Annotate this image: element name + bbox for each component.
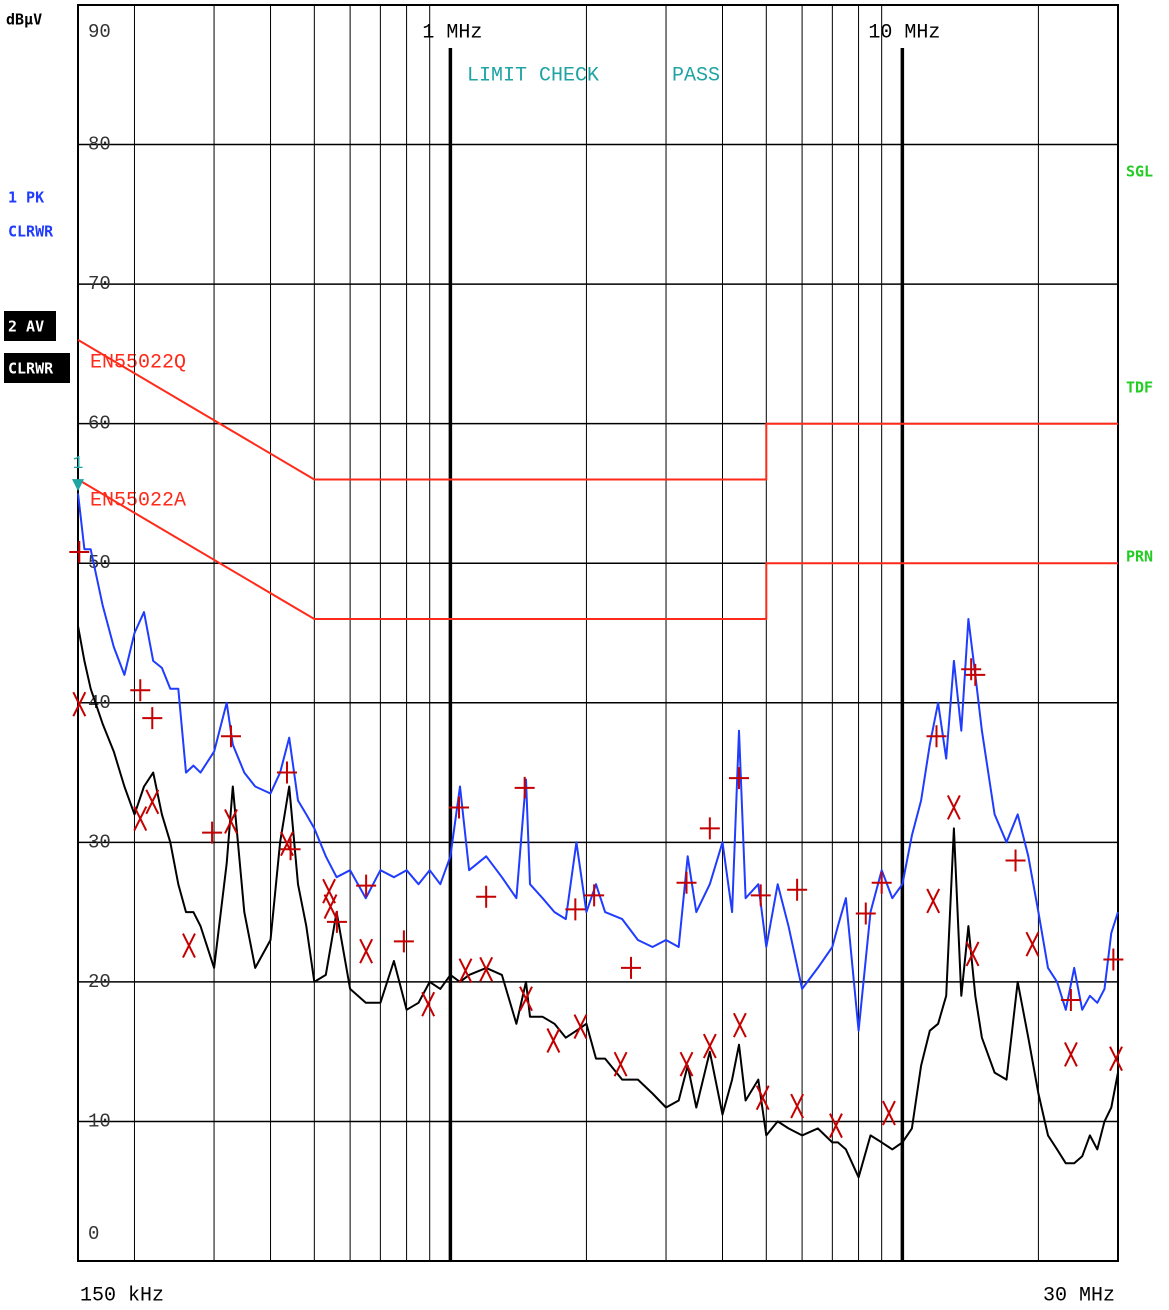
final-marker bbox=[69, 541, 90, 564]
final-marker bbox=[393, 930, 414, 953]
final-marker bbox=[546, 1028, 561, 1053]
final-marker bbox=[728, 767, 749, 790]
trace-name: 1 PK bbox=[8, 189, 44, 207]
y-tick-label: 20 bbox=[88, 971, 111, 993]
final-marker bbox=[699, 817, 720, 840]
y-tick-label: 40 bbox=[88, 692, 111, 714]
final-marker bbox=[326, 910, 347, 933]
final-marker bbox=[702, 1033, 717, 1059]
x-start-label: 150 kHz bbox=[80, 1284, 164, 1307]
final-marker bbox=[750, 884, 771, 907]
final-marker bbox=[1103, 948, 1124, 971]
final-marker bbox=[961, 658, 982, 681]
final-marker bbox=[946, 794, 961, 820]
final-marker bbox=[755, 1085, 770, 1111]
final-marker bbox=[182, 933, 196, 959]
final-marker bbox=[1060, 989, 1081, 1012]
trace-label-bg bbox=[4, 311, 56, 341]
status-label: SGL bbox=[1126, 163, 1153, 181]
x-tick-label: 10 MHz bbox=[868, 21, 940, 44]
final-marker bbox=[202, 821, 223, 844]
final-marker bbox=[926, 725, 947, 748]
final-marker bbox=[1064, 1042, 1078, 1067]
status-label: PRN bbox=[1126, 548, 1153, 566]
final-marker bbox=[145, 789, 160, 815]
final-marker bbox=[1005, 849, 1026, 872]
final-marker bbox=[787, 878, 808, 901]
final-marker bbox=[458, 958, 473, 984]
final-marker bbox=[476, 885, 497, 908]
final-marker bbox=[613, 1051, 628, 1077]
final-marker bbox=[142, 707, 163, 730]
final-marker bbox=[359, 938, 374, 964]
final-marker bbox=[965, 663, 986, 686]
final-marker bbox=[621, 956, 642, 979]
y-tick-label: 50 bbox=[88, 552, 111, 574]
annotation: PASS bbox=[672, 64, 720, 87]
status-label: TDF bbox=[1126, 379, 1153, 397]
y-tick-label: 80 bbox=[88, 134, 111, 156]
final-marker bbox=[926, 888, 941, 914]
final-marker bbox=[871, 871, 892, 894]
final-marker bbox=[519, 986, 533, 1012]
marker-triangle bbox=[72, 479, 84, 492]
final-marker bbox=[479, 956, 494, 982]
final-marker bbox=[280, 831, 294, 857]
marker-label: 1 bbox=[73, 454, 84, 474]
annotation: LIMIT CHECK bbox=[467, 64, 599, 87]
y-tick-label: 30 bbox=[88, 831, 111, 853]
final-marker bbox=[276, 761, 297, 784]
final-marker bbox=[514, 776, 535, 799]
final-marker bbox=[322, 878, 336, 904]
y-tick-label: 0 bbox=[88, 1223, 99, 1245]
final-marker bbox=[1025, 931, 1040, 957]
y-tick-label: 10 bbox=[88, 1110, 111, 1132]
final-marker bbox=[732, 1012, 747, 1038]
y-tick-label: 60 bbox=[88, 413, 111, 435]
final-marker bbox=[449, 796, 470, 819]
final-marker bbox=[356, 874, 377, 897]
final-marker bbox=[72, 691, 87, 717]
x-stop-label: 30 MHz bbox=[1043, 1284, 1115, 1307]
limit-label: EN55022Q bbox=[90, 351, 186, 374]
final-marker bbox=[790, 1093, 805, 1119]
final-marker bbox=[323, 894, 338, 919]
final-marker bbox=[676, 871, 697, 894]
final-marker bbox=[133, 806, 148, 832]
final-marker bbox=[829, 1113, 843, 1139]
final-marker bbox=[882, 1100, 896, 1126]
final-marker bbox=[220, 725, 241, 748]
final-marker bbox=[224, 808, 238, 834]
x-tick-label: 1 MHz bbox=[422, 21, 482, 44]
final-marker bbox=[573, 1014, 588, 1039]
limit-label: EN55022A bbox=[90, 489, 186, 512]
final-marker bbox=[584, 884, 605, 907]
limit-line bbox=[77, 478, 1118, 620]
final-marker bbox=[1109, 1046, 1123, 1072]
plot-frame bbox=[77, 4, 1119, 1262]
trace-line bbox=[77, 625, 1119, 1179]
y-unit: dBµV bbox=[6, 11, 42, 29]
final-marker bbox=[679, 1051, 694, 1077]
y-tick-label: 70 bbox=[88, 273, 111, 295]
final-marker bbox=[965, 941, 980, 967]
final-marker bbox=[421, 991, 436, 1017]
limit-line bbox=[77, 339, 1118, 481]
trace-label-bg bbox=[4, 353, 70, 383]
trace-mode: CLRWR bbox=[8, 360, 54, 378]
y-tick-label: 90 bbox=[88, 21, 111, 43]
final-marker bbox=[855, 902, 876, 925]
trace-mode: CLRWR bbox=[8, 223, 54, 241]
trace-name: 2 AV bbox=[8, 318, 44, 336]
final-marker bbox=[130, 679, 151, 702]
final-marker bbox=[565, 898, 586, 921]
